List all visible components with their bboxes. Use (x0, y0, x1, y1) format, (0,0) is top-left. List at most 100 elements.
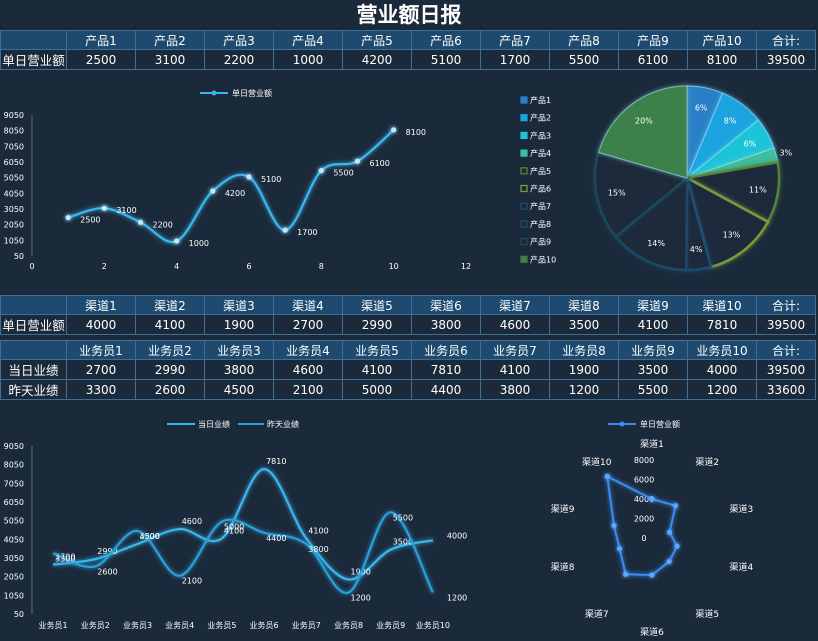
table-cell: 3100 (135, 49, 205, 70)
pie-slice (686, 85, 724, 179)
column-header: 渠道7 (480, 295, 550, 315)
table-cell: 5100 (411, 49, 481, 70)
data-label: 2500 (80, 216, 100, 225)
slice-label: 14% (647, 239, 665, 248)
column-header: 产品6 (411, 30, 481, 50)
pie-slice (593, 150, 690, 239)
legend-swatch (520, 255, 528, 263)
column-header: 产品1 (66, 30, 136, 50)
table-cell: 4000 (66, 314, 136, 335)
y-tick-label: 8050 (4, 461, 24, 470)
data-point (210, 188, 216, 194)
staff-table: 业务员1 业务员2 业务员3 业务员4 业务员5 业务员6 业务员7 业务员8 业务员9 业务员1… (0, 340, 816, 400)
data-point (174, 238, 180, 244)
pie-slice (598, 85, 688, 179)
data-point (674, 543, 680, 549)
table-cell: 1200 (687, 379, 757, 400)
x-tick-label: 业务员2 (81, 620, 110, 630)
pie-slice (686, 92, 760, 179)
column-header: 业务员2 (135, 340, 205, 360)
column-header: 合计: (756, 295, 816, 315)
column-header: 渠道5 (342, 295, 412, 315)
legend-swatch (520, 184, 528, 193)
table-cell: 2100 (273, 379, 343, 400)
column-header: 业务员3 (204, 340, 274, 360)
y-tick-label: 7050 (4, 479, 24, 488)
table-cell: 2200 (204, 49, 274, 70)
data-label: 1900 (351, 567, 371, 576)
x-tick-label: 业务员1 (39, 620, 68, 630)
table-cell: 7810 (687, 314, 757, 335)
column-header: 业务员10 (687, 340, 757, 360)
column-header: 业务员6 (411, 340, 481, 360)
x-tick-label: 2 (102, 262, 107, 271)
r-tick-label: 2000 (634, 515, 654, 524)
table-row: 昨天业绩 3300 2600 4500 2100 5000 4400 3800 1200 5500… (0, 379, 816, 400)
legend-label: 产品3 (530, 130, 551, 140)
row-label: 单日营业额 (0, 314, 67, 335)
legend-marker (619, 421, 625, 427)
y-tick-label: 5050 (4, 517, 24, 526)
y-tick-label: 2050 (4, 221, 24, 230)
column-header: 产品4 (273, 30, 343, 50)
report-title: 营业额日报 (356, 2, 462, 27)
data-point (282, 227, 288, 233)
data-label: 8100 (406, 128, 426, 137)
table-cell: 3500 (549, 314, 619, 335)
axis-label: 渠道2 (695, 456, 719, 468)
slice-label: 4% (690, 245, 703, 254)
column-header: 业务员8 (549, 340, 619, 360)
slice-label: 8% (724, 117, 737, 126)
legend-swatch (520, 167, 528, 175)
column-header: 产品8 (549, 30, 619, 50)
table-cell: 5500 (618, 379, 688, 400)
axis-label: 渠道9 (551, 503, 575, 515)
table-cell: 5500 (549, 49, 619, 70)
data-label: 3800 (140, 532, 160, 541)
slice-label: 3% (779, 149, 792, 158)
legend-swatch (520, 149, 528, 157)
legend-label: 产品6 (530, 184, 551, 194)
table-cell: 2500 (66, 49, 136, 70)
table-cell: 4200 (342, 49, 412, 70)
data-label: 4100 (308, 526, 328, 535)
x-tick-label: 4 (174, 262, 179, 271)
data-point (391, 127, 397, 133)
axis-label: 渠道7 (585, 608, 609, 620)
table-cell: 3800 (411, 314, 481, 335)
data-label: 3800 (308, 545, 328, 554)
r-tick-label: 4000 (634, 495, 654, 504)
x-tick-label: 8 (319, 262, 324, 271)
x-tick-label: 6 (246, 262, 251, 271)
table-row: 单日营业额 2500 3100 2200 1000 4200 5100 1700 5500 610… (0, 49, 816, 70)
y-tick-label: 4050 (4, 535, 24, 544)
table-cell: 8100 (687, 49, 757, 70)
table-cell: 3800 (480, 379, 550, 400)
x-tick-label: 业务员5 (207, 620, 236, 630)
y-tick-label: 9050 (4, 442, 24, 451)
table-cell: 4600 (273, 359, 343, 380)
series-line (52, 511, 434, 594)
legend-label: 单日营业额 (232, 88, 272, 98)
y-tick-label: 50 (14, 610, 24, 619)
data-label: 4100 (224, 526, 244, 535)
x-tick-label: 业务员9 (376, 620, 405, 630)
table-cell: 2700 (273, 314, 343, 335)
series-line (52, 468, 434, 581)
pie-slice (685, 175, 770, 269)
table-cell: 33600 (756, 379, 816, 400)
table-cell: 39500 (756, 359, 816, 380)
pie-slice (614, 175, 689, 272)
data-point (672, 503, 679, 509)
column-header: 业务员4 (273, 340, 343, 360)
legend-swatch (520, 96, 528, 104)
pie-slice (683, 160, 781, 224)
legend-swatch (520, 131, 528, 139)
row-label: 昨天业绩 (0, 379, 67, 400)
table-row: 单日营业额 4000 4100 1900 2700 2990 3800 4600 3500 410… (0, 314, 816, 335)
r-tick-label: 0 (641, 534, 646, 543)
table-cell: 3800 (204, 359, 274, 380)
legend-label: 产品4 (530, 148, 551, 158)
slice-label: 15% (608, 188, 626, 197)
column-header: 渠道2 (135, 295, 205, 315)
